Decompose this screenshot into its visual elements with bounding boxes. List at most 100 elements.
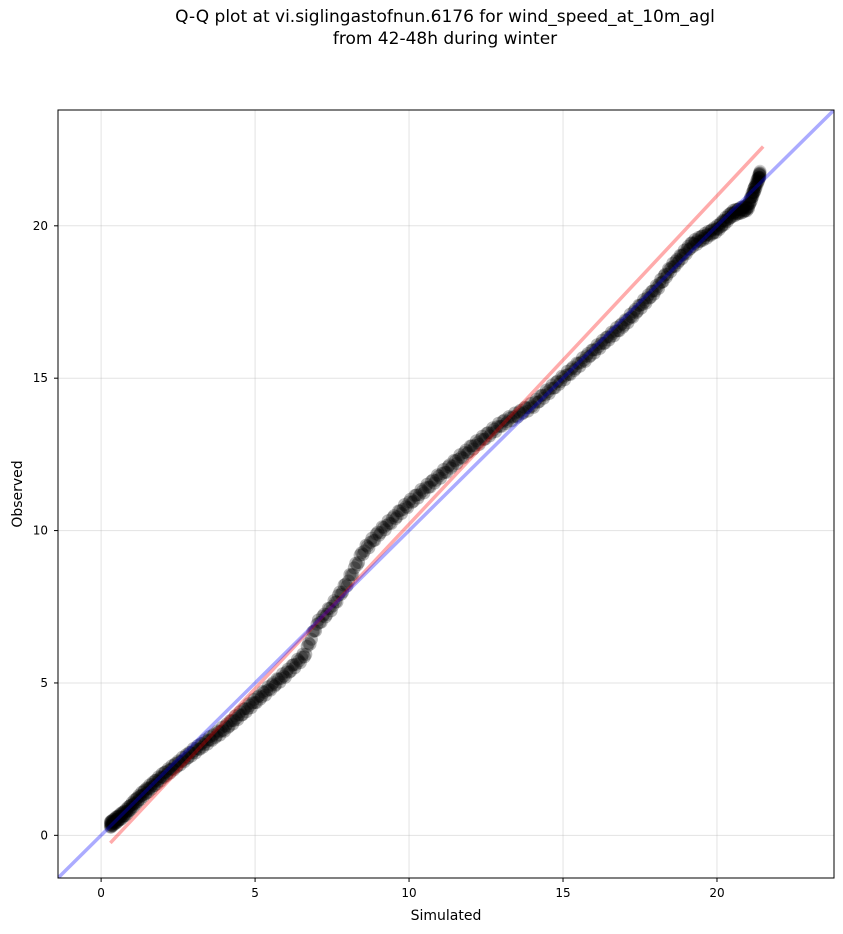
qq-point — [686, 240, 700, 253]
qq-point — [650, 280, 664, 294]
qq-point — [377, 521, 391, 534]
qq-point — [739, 200, 753, 214]
qq-point — [753, 166, 767, 179]
qq-point — [478, 432, 492, 446]
qq-point — [366, 534, 380, 548]
qq-point — [215, 720, 229, 734]
qq-point — [749, 181, 763, 195]
qq-point — [425, 474, 438, 488]
qq-point — [752, 167, 766, 181]
qq-point — [465, 439, 479, 453]
qq-point — [113, 813, 127, 827]
qq-point — [752, 174, 765, 188]
qq-point — [141, 782, 155, 796]
qq-point — [753, 169, 767, 183]
qq-point — [199, 735, 213, 749]
plot-frame — [57, 109, 835, 879]
qq-point — [416, 484, 429, 498]
qq-point — [410, 488, 423, 502]
qq-point — [105, 815, 119, 829]
qq-point — [462, 445, 476, 459]
qq-point — [743, 196, 757, 210]
qq-point — [443, 458, 456, 472]
qq-point — [645, 284, 659, 298]
qq-point — [659, 270, 673, 284]
qq-point — [103, 818, 117, 832]
qq-point — [111, 810, 125, 824]
qq-point — [225, 714, 239, 728]
qq-point — [255, 690, 268, 704]
qq-point — [134, 789, 148, 803]
qq-point — [682, 243, 696, 257]
qq-point — [691, 233, 705, 247]
qq-point — [537, 391, 551, 405]
qq-point — [152, 770, 166, 784]
qq-point — [183, 746, 197, 760]
qq-point — [665, 260, 679, 274]
qq-point — [114, 806, 128, 820]
qq-point — [194, 737, 208, 751]
qq-point — [447, 453, 461, 467]
qq-point — [188, 744, 201, 758]
qq-point — [548, 381, 562, 395]
qq-point — [444, 461, 458, 475]
qq-point — [395, 507, 408, 520]
qq-point — [727, 206, 741, 220]
qq-point — [144, 782, 158, 796]
qq-point — [493, 419, 507, 433]
qq-point — [746, 185, 760, 199]
qq-point — [744, 194, 758, 208]
qq-point — [752, 167, 766, 180]
qq-point — [714, 220, 728, 234]
qq-point — [658, 267, 672, 281]
qq-point — [733, 201, 747, 215]
qq-point — [723, 211, 737, 225]
qq-point — [153, 772, 166, 786]
qq-point — [673, 248, 687, 262]
qq-point — [336, 585, 350, 599]
qq-point — [272, 672, 286, 686]
qq-point — [402, 495, 416, 509]
qq-point — [554, 375, 567, 389]
qq-point — [751, 174, 765, 188]
qq-point — [663, 263, 677, 277]
qq-point — [742, 202, 755, 215]
qq-point — [745, 186, 759, 200]
qq-point — [104, 816, 118, 830]
qq-point — [518, 400, 532, 414]
qq-point — [411, 491, 425, 505]
qq-point — [104, 815, 117, 829]
qq-point — [696, 233, 710, 247]
qq-point — [105, 814, 119, 828]
qq-point — [159, 765, 172, 779]
qq-point — [529, 392, 543, 406]
qq-point — [655, 275, 669, 289]
qq-point — [617, 318, 631, 332]
qq-point — [615, 317, 629, 331]
qq-point — [753, 164, 767, 178]
qq-point — [505, 414, 519, 428]
qq-point — [677, 243, 691, 257]
qq-point — [196, 740, 210, 754]
qq-point — [739, 199, 753, 213]
qq-point — [446, 459, 459, 473]
qq-point — [291, 652, 304, 666]
qq-point — [109, 813, 123, 827]
qq-point — [662, 262, 675, 276]
qq-point — [405, 495, 419, 509]
qq-point — [618, 313, 632, 327]
qq-point — [681, 239, 695, 253]
qq-point — [303, 637, 317, 651]
qq-point — [110, 813, 124, 827]
qq-point — [371, 525, 385, 539]
qq-point — [734, 203, 747, 217]
qq-point — [109, 816, 123, 830]
qq-point — [538, 388, 552, 402]
qq-point — [635, 297, 649, 311]
qq-point — [590, 338, 604, 352]
qq-point — [431, 468, 444, 482]
qq-point — [565, 362, 578, 376]
qq-point — [260, 684, 274, 698]
qq-point — [252, 689, 266, 703]
qq-point — [748, 183, 762, 197]
